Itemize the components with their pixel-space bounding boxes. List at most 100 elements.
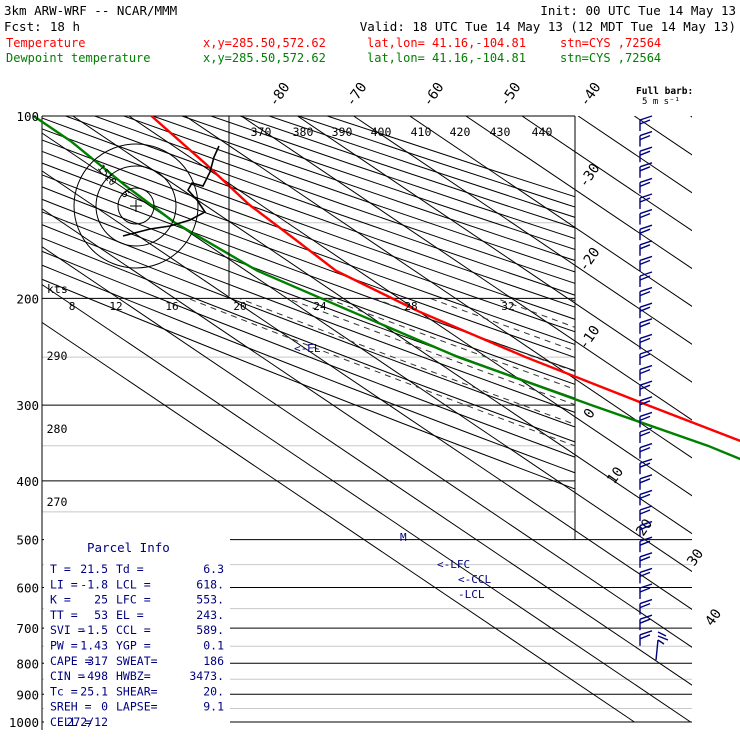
barb-legend-title: Full barb: bbox=[636, 86, 693, 97]
wind-barb bbox=[640, 553, 652, 568]
barb-legend-units: 5 m s⁻¹ bbox=[642, 97, 680, 107]
wind-barb bbox=[640, 272, 652, 287]
temperature-latlon: lat,lon= 41.16,-104.81 bbox=[367, 36, 526, 50]
parcel-row-label: YGP = bbox=[116, 639, 151, 653]
temperature-label: 40 bbox=[702, 606, 725, 629]
parcel-row-label: LAPSE= bbox=[116, 700, 158, 714]
dry-adiabat bbox=[269, 116, 740, 722]
moist-adiabat bbox=[374, 298, 740, 722]
parcel-row-label: Td = bbox=[116, 562, 144, 576]
parcel-row-label: HWBZ= bbox=[116, 669, 151, 683]
parcel-row-label: TT = bbox=[50, 608, 78, 622]
temperature-label: 30 bbox=[684, 546, 707, 569]
init-time: Init: 00 UTC Tue 14 May 13 bbox=[540, 3, 736, 18]
pressure-label: 700 bbox=[16, 621, 39, 636]
hodograph-speed-label: 28 bbox=[404, 300, 417, 313]
temperature-legend: Temperature bbox=[6, 36, 85, 50]
parcel-row-value: 3473. bbox=[189, 669, 224, 683]
parcel-row-value: 317 bbox=[87, 654, 108, 668]
isotherm bbox=[466, 116, 740, 722]
theta-label: 410 bbox=[411, 125, 432, 139]
temperature-label: -30 bbox=[576, 161, 604, 191]
fcst-label: Fcst: bbox=[4, 19, 42, 34]
theta-label: 290 bbox=[47, 349, 68, 363]
wind-barb bbox=[640, 366, 652, 381]
dewpoint-legend: Dewpoint temperature bbox=[6, 51, 151, 65]
parcel-row-label: T = bbox=[50, 562, 71, 576]
parcel-row-value: -498 bbox=[80, 669, 108, 683]
dry-adiabat bbox=[211, 116, 740, 722]
valid-time: Valid: 18 UTC Tue 14 May 13 (12 MDT Tue … bbox=[360, 19, 736, 34]
wind-barb bbox=[640, 631, 652, 646]
parcel-row-value: 553. bbox=[196, 593, 224, 607]
isotherm bbox=[691, 116, 740, 722]
theta-label: 440 bbox=[532, 125, 553, 139]
pressure-label: 200 bbox=[16, 291, 39, 306]
parcel-row-label: SREH = bbox=[50, 700, 92, 714]
parcel-row-value: 9.1 bbox=[203, 700, 224, 714]
theta-label: 400 bbox=[371, 125, 392, 139]
parcel-row-value: 589. bbox=[196, 623, 224, 637]
ccl-marker: <-CCL bbox=[458, 573, 491, 586]
hodograph-ring-label: 5 bbox=[119, 189, 131, 201]
parcel-row-label: LFC = bbox=[116, 593, 151, 607]
parcel-row-label: LI = bbox=[50, 577, 78, 591]
temperature-label: -60 bbox=[420, 80, 448, 110]
pressure-label: 600 bbox=[16, 581, 39, 596]
wind-barb bbox=[640, 210, 652, 225]
temperature-label: 0 bbox=[581, 406, 599, 422]
isotherm bbox=[241, 116, 740, 722]
theta-label: 380 bbox=[293, 125, 314, 139]
temperature-label: -40 bbox=[577, 80, 605, 110]
dry-adiabat bbox=[327, 116, 740, 722]
hodograph-speed-label: 32 bbox=[501, 300, 514, 313]
hodograph-kts-label: kts bbox=[47, 282, 68, 296]
parcel-row-value: 53 bbox=[94, 608, 108, 622]
wind-barb bbox=[640, 600, 652, 615]
parcel-row-label: EL = bbox=[116, 608, 144, 622]
el-marker: <-EL bbox=[294, 342, 321, 355]
dry-adiabat bbox=[240, 116, 740, 722]
temperature-xy: x,y=285.50,572.62 bbox=[203, 36, 326, 50]
parcel-row-label: PW = bbox=[50, 639, 78, 653]
moist-adiabat bbox=[430, 298, 740, 722]
model-title: 3km ARW-WRF -- NCAR/MMM bbox=[4, 3, 177, 18]
parcel-row-value: 0 bbox=[101, 700, 108, 714]
hodograph-speed-label: 12 bbox=[109, 300, 122, 313]
parcel-info-title: Parcel Info bbox=[87, 540, 170, 555]
parcel-row-label: SHEAR= bbox=[116, 684, 158, 698]
lcl-marker: -LCL bbox=[458, 588, 485, 601]
temperature-label: 10 bbox=[604, 464, 627, 487]
hodograph-speed-label: 24 bbox=[313, 300, 327, 313]
moist-adiabat bbox=[327, 298, 740, 722]
wind-barb bbox=[640, 444, 652, 459]
parcel-row-value: 1.43 bbox=[80, 639, 108, 653]
parcel-row-value: 272/12 bbox=[66, 715, 108, 729]
wind-barb bbox=[640, 256, 652, 271]
pressure-label: 100 bbox=[16, 109, 39, 124]
parcel-row-value: 618. bbox=[196, 577, 224, 591]
parcel-row-value: 20. bbox=[203, 684, 224, 698]
pressure-label: 300 bbox=[16, 398, 39, 413]
wind-barb bbox=[640, 288, 652, 303]
isotherm bbox=[578, 116, 740, 722]
wind-barb bbox=[640, 241, 652, 256]
theta-label: 280 bbox=[47, 422, 68, 436]
hodograph-speed-label: 16 bbox=[165, 300, 178, 313]
moist-adiabat bbox=[568, 298, 740, 722]
wind-barb bbox=[640, 178, 652, 193]
pressure-label: 500 bbox=[16, 533, 39, 548]
pressure-label: 1000 bbox=[9, 715, 39, 730]
theta-label: 430 bbox=[490, 125, 511, 139]
temperature-label: -10 bbox=[576, 323, 604, 353]
parcel-row-value: 25 bbox=[94, 593, 108, 607]
temperature-label: -80 bbox=[266, 80, 294, 110]
lfc-marker: <-LFC bbox=[437, 558, 470, 571]
parcel-row-value: 0.1 bbox=[203, 639, 224, 653]
pressure-label: 900 bbox=[16, 687, 39, 702]
wind-barb bbox=[640, 475, 652, 490]
hodograph-speed-label: 8 bbox=[69, 300, 76, 313]
theta-label: 270 bbox=[47, 495, 68, 509]
parcel-row-value: -1.8 bbox=[80, 577, 108, 591]
